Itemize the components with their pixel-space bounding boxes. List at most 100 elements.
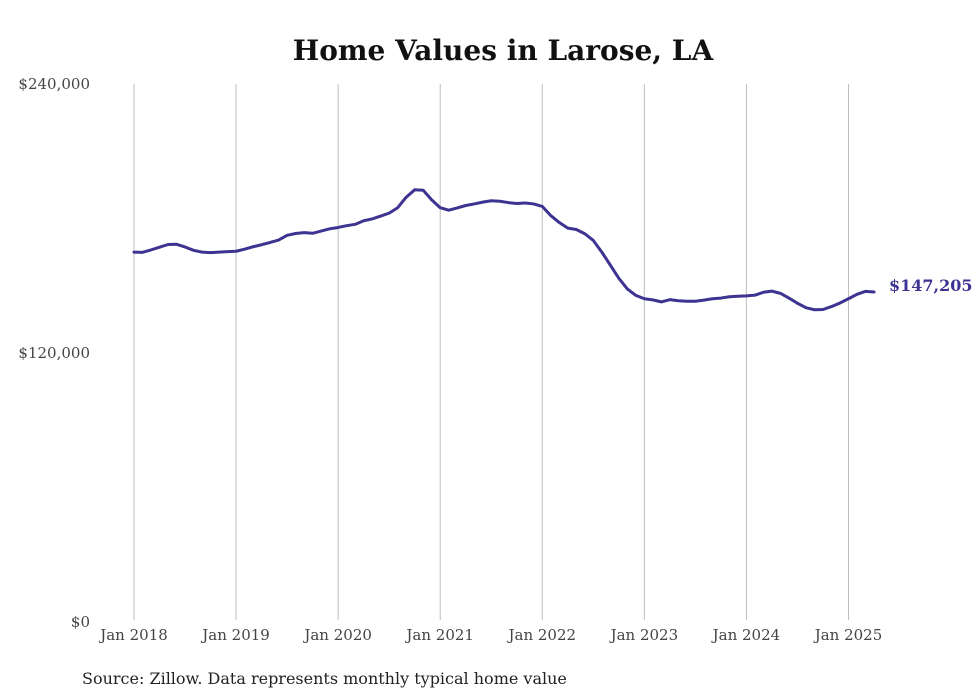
data-point [473, 202, 476, 205]
data-point [311, 232, 314, 235]
data-point [728, 295, 731, 298]
data-point [294, 232, 297, 235]
data-point [779, 292, 782, 295]
x-tick-label: Jan 2021 [404, 626, 474, 644]
data-point [651, 298, 654, 301]
data-point [235, 250, 238, 253]
data-point [158, 246, 161, 249]
data-point [260, 243, 263, 246]
data-point [609, 264, 612, 267]
data-point [711, 297, 714, 300]
data-point [796, 302, 799, 305]
data-point [507, 201, 510, 204]
data-point [515, 202, 518, 205]
data-point [371, 217, 374, 220]
data-point [175, 243, 178, 246]
data-point [379, 215, 382, 218]
data-point [277, 239, 280, 242]
data-point [549, 214, 552, 217]
data-point [320, 230, 323, 233]
data-point [702, 299, 705, 302]
data-point [388, 212, 391, 215]
x-axis: Jan 2018 Jan 2019 Jan 2020 Jan 2021 Jan 2022… [98, 626, 882, 644]
data-point [167, 243, 170, 246]
gridlines [133, 84, 849, 620]
data-point [541, 205, 544, 208]
data-point [770, 290, 773, 293]
data-point [838, 302, 841, 305]
data-point [303, 231, 306, 234]
source-note: Source: Zillow. Data represents monthly … [82, 669, 567, 688]
data-point [481, 201, 484, 204]
data-point [660, 300, 663, 303]
data-point [328, 227, 331, 230]
data-point [558, 221, 561, 224]
x-tick-label: Jan 2025 [813, 626, 883, 644]
data-point [566, 227, 569, 230]
x-tick-label: Jan 2022 [506, 626, 576, 644]
data-point [354, 223, 357, 226]
data-point [396, 206, 399, 209]
data-point [422, 189, 425, 192]
data-point [855, 293, 858, 296]
x-tick-label: Jan 2024 [711, 626, 781, 644]
x-tick-label: Jan 2023 [609, 626, 679, 644]
data-point [133, 251, 136, 254]
plot-area [132, 188, 876, 312]
data-point [447, 209, 450, 212]
data-point [226, 250, 229, 253]
data-point [150, 248, 153, 251]
data-point [243, 248, 246, 251]
data-point [694, 300, 697, 303]
data-point [804, 306, 807, 309]
data-point [405, 196, 408, 199]
data-point [524, 202, 527, 205]
y-tick-label: $240,000 [18, 75, 90, 93]
data-point [141, 251, 144, 254]
data-point [201, 251, 204, 254]
data-point [413, 188, 416, 191]
data-point [643, 297, 646, 300]
data-point [337, 226, 340, 229]
data-point [668, 298, 671, 301]
data-point [184, 245, 187, 248]
data-point [362, 219, 365, 222]
data-point [600, 251, 603, 254]
chart-title: Home Values in Larose, LA [293, 34, 715, 67]
data-point [617, 277, 620, 280]
x-tick-label: Jan 2019 [200, 626, 270, 644]
data-point [345, 224, 348, 227]
data-point [719, 297, 722, 300]
data-point [864, 290, 867, 293]
data-point [209, 251, 212, 254]
data-point [626, 287, 629, 290]
data-point [286, 234, 289, 237]
data-point [252, 245, 255, 248]
data-point [685, 300, 688, 303]
data-point [745, 294, 748, 297]
x-tick-label: Jan 2020 [302, 626, 372, 644]
data-point [787, 297, 790, 300]
data-point [430, 198, 433, 201]
data-point [192, 249, 195, 252]
y-tick-label: $120,000 [18, 344, 90, 362]
data-point [813, 308, 816, 311]
data-point [753, 294, 756, 297]
data-point [847, 297, 850, 300]
data-point [575, 228, 578, 231]
data-point [821, 308, 824, 311]
data-point [677, 299, 680, 302]
end-value-label: $147,205 [889, 276, 973, 295]
y-tick-label: $0 [71, 613, 90, 631]
data-point [490, 199, 493, 202]
data-point [873, 291, 876, 294]
data-point [498, 200, 501, 203]
data-point [736, 295, 739, 298]
data-point [464, 204, 467, 207]
data-point [218, 251, 221, 254]
y-axis: $0 $120,000 $240,000 [18, 75, 90, 631]
data-point [592, 239, 595, 242]
data-point [456, 206, 459, 209]
data-point [830, 305, 833, 308]
